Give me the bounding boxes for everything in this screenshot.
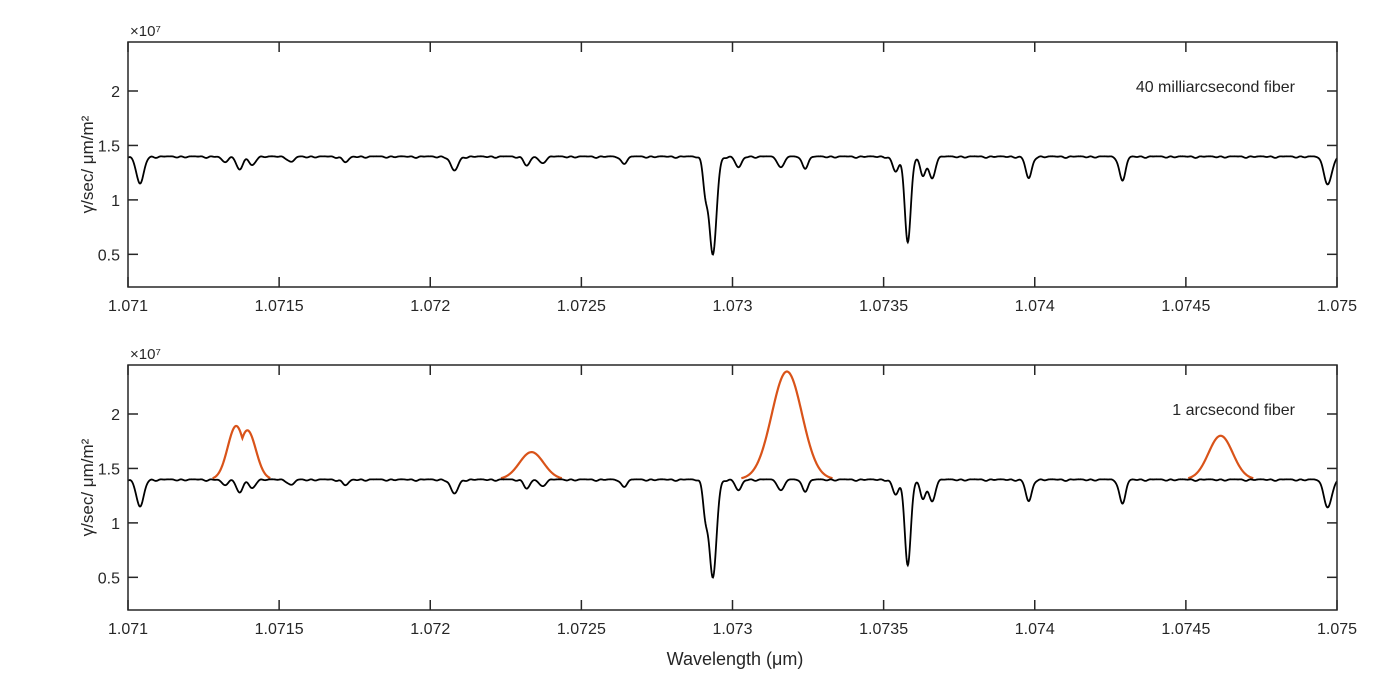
axes-box bbox=[127, 364, 1338, 611]
x-tick-label: 1.074 bbox=[1015, 298, 1055, 315]
x-tick-label: 1.0715 bbox=[255, 621, 304, 638]
x-tick-label: 1.0725 bbox=[557, 621, 606, 638]
panel-annotation: 40 milliarcsecond fiber bbox=[1136, 79, 1296, 96]
y-tick-label: 0.5 bbox=[98, 570, 120, 587]
x-tick-label: 1.072 bbox=[410, 621, 450, 638]
y-tick-label: 2 bbox=[111, 84, 120, 101]
y-tick-label: 1.5 bbox=[98, 138, 120, 155]
y-tick-label: 1.5 bbox=[98, 461, 120, 478]
x-tick-label: 1.0725 bbox=[557, 298, 606, 315]
x-tick-label: 1.0715 bbox=[255, 298, 304, 315]
spectrum-series-line bbox=[128, 478, 1337, 579]
y-multiplier-label: ×10⁷ bbox=[130, 23, 161, 40]
x-tick-label: 1.0745 bbox=[1161, 298, 1210, 315]
y-axis-label: γ/sec/ μm/m² bbox=[78, 438, 97, 536]
x-tick-label: 1.071 bbox=[108, 621, 148, 638]
x-tick-label: 1.0745 bbox=[1161, 621, 1210, 638]
y-axis-label: γ/sec/ μm/m² bbox=[78, 115, 97, 213]
spectrum-series-line bbox=[128, 155, 1337, 256]
panel-annotation: 1 arcsecond fiber bbox=[1172, 402, 1295, 419]
x-tick-label: 1.0735 bbox=[859, 621, 908, 638]
x-tick-label: 1.074 bbox=[1015, 621, 1055, 638]
x-axis-label: Wavelength (μm) bbox=[667, 649, 804, 669]
x-tick-label: 1.071 bbox=[108, 298, 148, 315]
y-tick-label: 0.5 bbox=[98, 247, 120, 264]
y-tick-label: 2 bbox=[111, 407, 120, 424]
y-tick-label: 1 bbox=[111, 193, 120, 210]
bottom-panel: 1.071 1.0715 1.072 1.0725 1.073 1.0735 1.074 1.… bbox=[78, 346, 1357, 638]
x-tick-label: 1.072 bbox=[410, 298, 450, 315]
y-multiplier-label: ×10⁷ bbox=[130, 346, 161, 363]
x-tick-label: 1.073 bbox=[712, 298, 752, 315]
x-tick-label: 1.075 bbox=[1317, 298, 1357, 315]
x-tick-label: 1.073 bbox=[712, 621, 752, 638]
x-tick-label: 1.075 bbox=[1317, 621, 1357, 638]
y-tick-label: 1 bbox=[111, 516, 120, 533]
emission-series-line bbox=[212, 370, 1254, 480]
x-tick-label: 1.0735 bbox=[859, 298, 908, 315]
top-panel: 1.071 1.0715 1.072 1.0725 1.073 1.0735 1.074 1.… bbox=[78, 23, 1357, 315]
